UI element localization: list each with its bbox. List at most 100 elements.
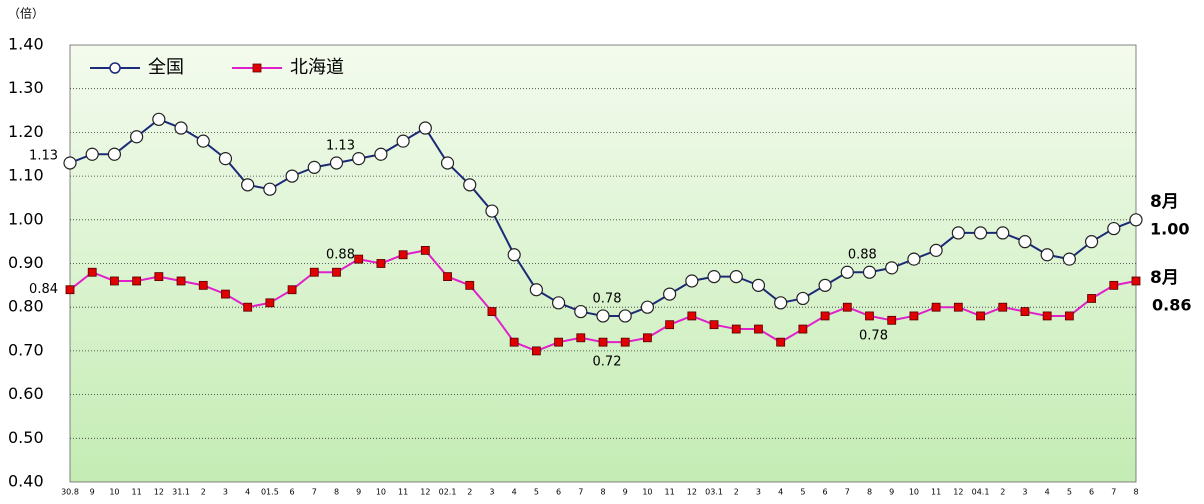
data-point <box>329 156 344 170</box>
data-label: 1.13 <box>326 138 355 153</box>
x-tick-label: 8 <box>334 488 339 497</box>
y-tick-label: 0.80 <box>8 297 44 316</box>
x-tick-label: 12 <box>687 488 697 497</box>
x-tick-label: 9 <box>623 488 628 497</box>
x-tick-label: 6 <box>556 488 561 497</box>
data-point <box>885 261 899 275</box>
data-point <box>1109 280 1119 290</box>
data-point <box>287 285 297 295</box>
data-point <box>998 302 1008 312</box>
data-point <box>685 274 699 288</box>
data-point <box>376 259 386 268</box>
legend-marker <box>252 63 262 73</box>
data-point <box>1018 235 1032 249</box>
data-point <box>951 226 965 240</box>
x-tick-label: 10 <box>909 488 919 497</box>
x-tick-label: 8 <box>867 488 872 497</box>
x-tick-label: 10 <box>376 488 386 497</box>
x-tick-label: 11 <box>132 488 142 497</box>
data-point <box>263 182 277 196</box>
data-point <box>865 311 874 321</box>
data-point <box>65 285 75 295</box>
data-point <box>152 112 166 126</box>
end-label-month: 8月 <box>1150 268 1179 288</box>
data-point <box>929 243 943 257</box>
data-point <box>531 346 541 356</box>
x-tick-label: 4 <box>512 488 517 497</box>
x-tick-label: 6 <box>290 488 295 497</box>
data-point <box>485 204 499 218</box>
data-point <box>487 307 497 316</box>
data-point <box>643 333 652 343</box>
data-point <box>862 265 877 279</box>
x-tick-label: 12 <box>420 488 430 497</box>
x-tick-label: 2 <box>467 488 472 497</box>
y-tick-label: 1.00 <box>8 209 44 228</box>
data-point <box>729 270 743 284</box>
data-point <box>174 121 188 135</box>
data-point <box>265 298 275 308</box>
data-point <box>996 226 1010 240</box>
x-tick-label: 2 <box>201 488 206 497</box>
x-tick-label: 12 <box>154 488 164 497</box>
x-tick-label: 11 <box>665 488 675 497</box>
data-point <box>776 337 786 347</box>
data-point <box>332 267 341 277</box>
y-tick-label: 1.10 <box>8 166 44 185</box>
data-point <box>798 324 808 334</box>
data-point <box>218 152 233 166</box>
data-point <box>132 276 142 286</box>
x-tick-label: 6 <box>823 488 828 497</box>
data-point <box>953 302 963 312</box>
data-point <box>154 272 164 282</box>
x-tick-label: 11 <box>398 488 408 497</box>
data-point <box>196 134 210 148</box>
x-tick-label: 7 <box>578 488 583 497</box>
data-point <box>440 156 455 170</box>
x-tick-label: 7 <box>312 488 317 497</box>
data-point <box>976 311 985 321</box>
x-tick-label: 8 <box>1133 488 1138 497</box>
data-point <box>307 160 321 174</box>
x-tick-label: 5 <box>1067 488 1072 497</box>
x-tick-label: 5 <box>800 488 805 497</box>
x-tick-label: 9 <box>889 488 894 497</box>
data-point <box>840 265 854 279</box>
y-tick-label: 0.60 <box>8 384 44 403</box>
x-tick-label: 3 <box>1022 488 1027 497</box>
data-point <box>909 311 919 321</box>
x-tick-label: 30.8 <box>61 488 79 497</box>
data-point <box>354 254 364 264</box>
x-tick-label: 6 <box>1089 488 1094 497</box>
data-point <box>1020 307 1030 316</box>
data-point <box>241 178 255 192</box>
x-tick-label: 12 <box>953 488 963 497</box>
data-point <box>509 337 519 347</box>
data-point <box>598 337 608 347</box>
data-point <box>1084 235 1099 249</box>
x-tick-label: 3 <box>223 488 228 497</box>
data-label: 0.88 <box>326 248 355 263</box>
data-point <box>1062 252 1076 266</box>
data-label: 0.78 <box>593 291 622 306</box>
data-point <box>285 169 299 183</box>
x-tick-label: 01.5 <box>261 488 279 497</box>
y-tick-label: 1.20 <box>8 122 44 141</box>
data-label: 0.72 <box>593 355 622 370</box>
x-tick-label: 3 <box>489 488 494 497</box>
x-tick-label: 10 <box>109 488 119 497</box>
data-label: 0.88 <box>848 248 877 263</box>
x-tick-label: 2 <box>734 488 739 497</box>
x-tick-label: 7 <box>1111 488 1116 497</box>
data-point <box>707 270 721 284</box>
x-tick-label: 31.1 <box>172 488 190 497</box>
data-point <box>221 289 230 299</box>
x-tick-label: 4 <box>245 488 250 497</box>
end-label-month: 8月 <box>1150 192 1179 212</box>
data-point <box>443 272 452 282</box>
data-point <box>107 147 122 161</box>
data-point <box>774 296 788 310</box>
data-point <box>1064 311 1074 321</box>
data-point <box>529 283 543 297</box>
